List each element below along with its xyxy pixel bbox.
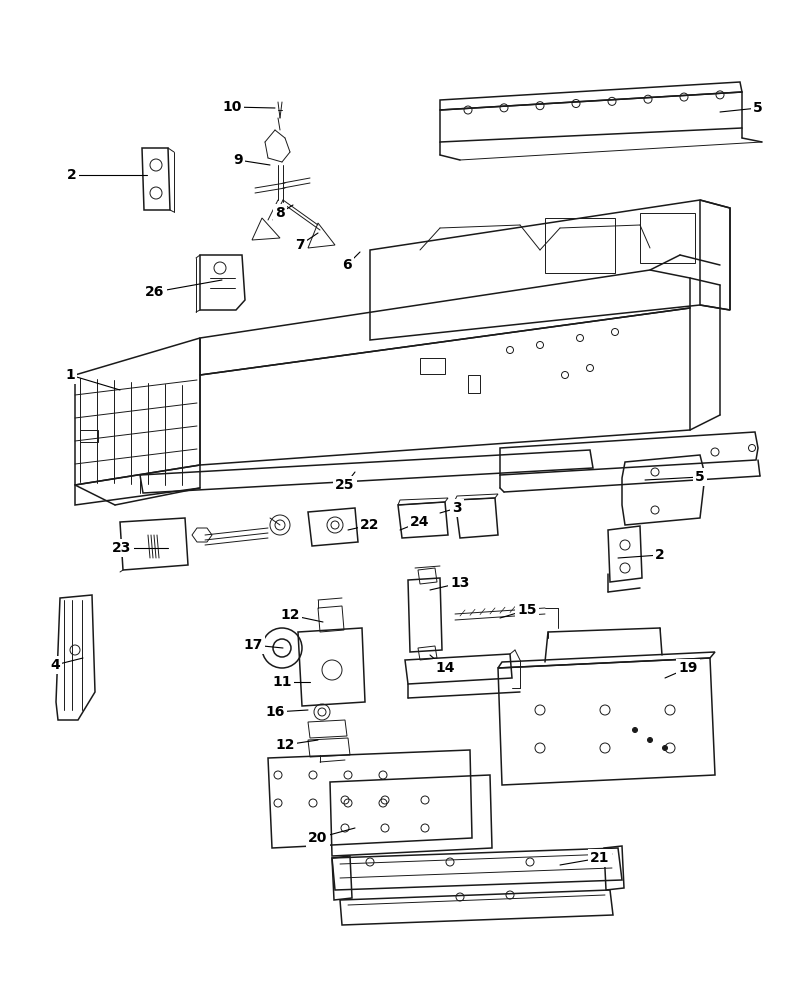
Text: 16: 16 bbox=[265, 705, 285, 719]
Text: 2: 2 bbox=[67, 168, 77, 182]
Text: 13: 13 bbox=[450, 576, 469, 590]
Text: 24: 24 bbox=[410, 515, 429, 529]
Text: 1: 1 bbox=[65, 368, 75, 382]
Text: 5: 5 bbox=[752, 101, 762, 115]
Text: 20: 20 bbox=[308, 831, 328, 845]
Text: 21: 21 bbox=[590, 851, 609, 865]
Text: 22: 22 bbox=[360, 518, 380, 532]
Text: 11: 11 bbox=[272, 675, 291, 689]
Text: 12: 12 bbox=[275, 738, 294, 752]
Text: 2: 2 bbox=[654, 548, 664, 562]
Text: 25: 25 bbox=[335, 478, 354, 492]
Bar bbox=[419, 358, 444, 374]
Circle shape bbox=[632, 728, 637, 732]
Text: 15: 15 bbox=[517, 603, 536, 617]
Text: 23: 23 bbox=[112, 541, 131, 555]
Text: 10: 10 bbox=[222, 100, 242, 114]
Text: 4: 4 bbox=[50, 658, 60, 672]
Text: 5: 5 bbox=[694, 470, 704, 484]
Text: 7: 7 bbox=[295, 238, 304, 252]
Text: 9: 9 bbox=[233, 153, 242, 167]
Circle shape bbox=[646, 738, 652, 742]
Circle shape bbox=[662, 746, 667, 750]
Text: 19: 19 bbox=[677, 661, 697, 675]
Text: 14: 14 bbox=[435, 661, 454, 675]
Text: 8: 8 bbox=[275, 206, 285, 220]
Text: 3: 3 bbox=[452, 501, 461, 515]
Bar bbox=[639, 213, 694, 263]
Text: 17: 17 bbox=[243, 638, 263, 652]
Text: 6: 6 bbox=[341, 258, 351, 272]
Bar bbox=[467, 375, 479, 393]
Bar bbox=[544, 218, 614, 273]
Text: 12: 12 bbox=[280, 608, 299, 622]
Text: 26: 26 bbox=[145, 285, 165, 299]
Bar bbox=[80, 430, 98, 442]
